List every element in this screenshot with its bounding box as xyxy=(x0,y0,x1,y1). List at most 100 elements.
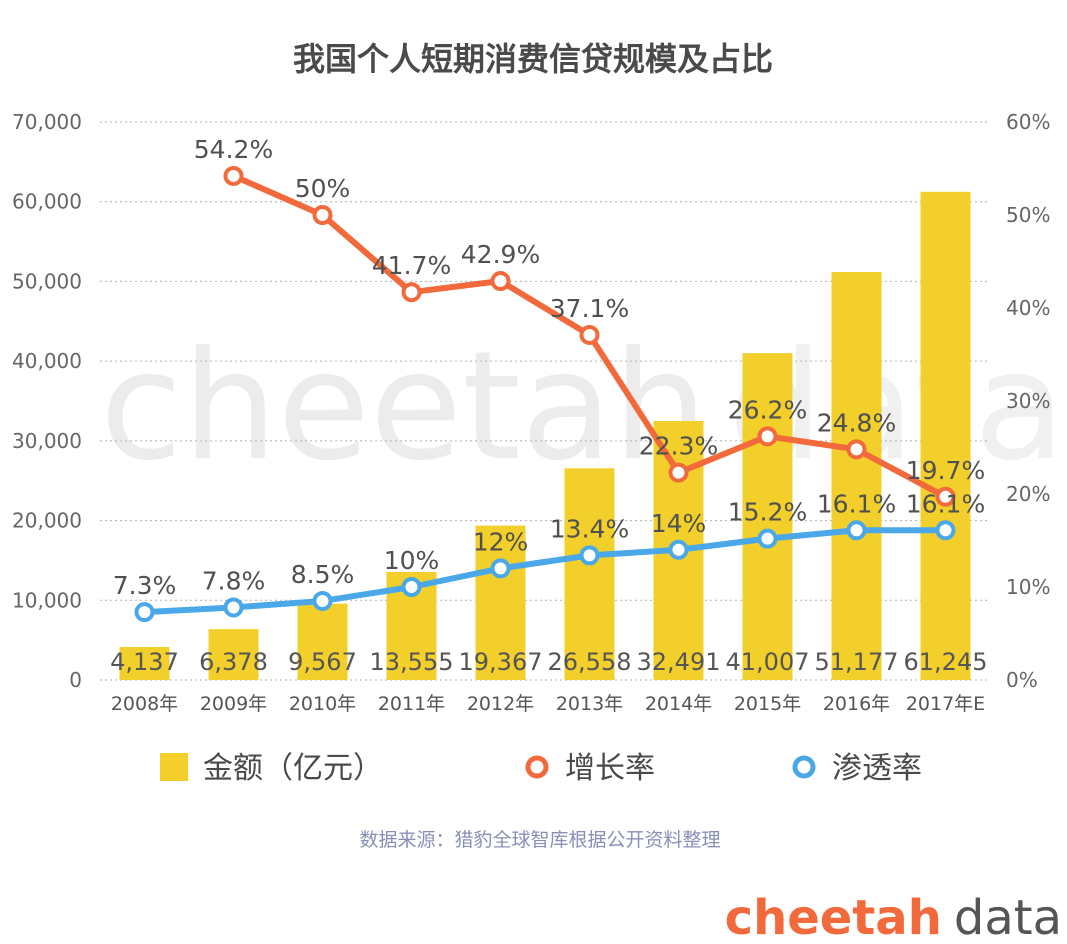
bar-value-label: 4,137 xyxy=(110,648,179,676)
data-label: 12% xyxy=(473,527,529,556)
bar-value-labels: 4,137 6,378 9,567 13,555 19,367 26,558 32,491 4… xyxy=(110,648,987,676)
y-left-tick-label: 50,000 xyxy=(12,269,82,293)
source-note: 数据来源：猎豹全球智库根据公开资料整理 xyxy=(359,829,720,851)
data-point xyxy=(579,324,600,345)
data-point xyxy=(312,590,333,611)
y-right-tick-label: 0% xyxy=(1006,668,1038,692)
data-label: 13.4% xyxy=(550,514,629,543)
data-point xyxy=(579,545,600,566)
data-label: 41.7% xyxy=(372,251,451,280)
legend: 金额（亿元） 增长率 渗透率 xyxy=(160,751,922,786)
bar xyxy=(119,647,170,680)
legend-item-growth: 增长率 xyxy=(525,751,655,786)
y-left-tick-label: 10,000 xyxy=(12,588,82,612)
data-label: 37.1% xyxy=(550,294,629,323)
data-point xyxy=(935,520,956,541)
x-axis: 2008年 2009年 2010年 2011年 2012年 2013年 2014年 2015年… xyxy=(111,693,985,715)
legend-label-amount: 金额（亿元） xyxy=(203,751,383,786)
brand-logo: cheetah data xyxy=(725,890,1062,944)
y-right-tick-label: 10% xyxy=(1006,575,1050,599)
x-tick-label: 2009年 xyxy=(200,693,267,715)
data-label: 15.2% xyxy=(728,498,807,527)
data-point xyxy=(935,486,956,507)
y-left-tick-label: 20,000 xyxy=(12,509,82,533)
data-label: 7.3% xyxy=(113,571,177,600)
data-point xyxy=(846,439,867,460)
data-point xyxy=(490,271,511,292)
bar xyxy=(742,353,793,680)
legend-growth-marker xyxy=(525,755,549,779)
data-point xyxy=(223,597,244,618)
x-tick-label: 2010年 xyxy=(289,693,356,715)
y-left-tick-label: 70,000 xyxy=(12,110,82,134)
y-axis-right: 0% 10% 20% 30% 40% 50% 60% xyxy=(1006,110,1050,692)
brand-logo-part2: data xyxy=(954,890,1062,944)
bar xyxy=(208,629,259,680)
bar-value-label: 6,378 xyxy=(199,648,268,676)
data-label: 16.1% xyxy=(906,489,985,518)
data-label: 26.2% xyxy=(728,395,807,424)
bar-value-label: 13,555 xyxy=(370,648,454,676)
y-axis-left: 0 10,000 20,000 30,000 40,000 50,000 60,000 70,… xyxy=(12,110,82,692)
watermark-part1: cheetah xyxy=(100,320,708,494)
data-point xyxy=(401,577,422,597)
data-point xyxy=(401,282,422,303)
bar-value-label: 51,177 xyxy=(815,648,899,676)
data-point xyxy=(490,558,511,579)
bar xyxy=(564,468,615,680)
x-tick-label: 2015年 xyxy=(734,693,801,715)
bar-value-label: 9,567 xyxy=(288,648,357,676)
data-label: 16.1% xyxy=(817,489,896,518)
data-point xyxy=(757,528,778,549)
legend-bar-swatch xyxy=(160,753,188,781)
y-left-tick-label: 0 xyxy=(69,668,82,692)
y-right-tick-label: 50% xyxy=(1006,203,1050,227)
y-right-tick-label: 40% xyxy=(1006,296,1050,320)
data-point xyxy=(846,520,867,541)
brand-logo-part1: cheetah xyxy=(725,890,942,944)
legend-item-amount: 金额（亿元） xyxy=(160,751,383,786)
data-label: 42.9% xyxy=(461,240,540,269)
legend-label-growth: 增长率 xyxy=(565,751,655,786)
data-label: 7.8% xyxy=(202,566,266,595)
legend-penetration-marker xyxy=(792,755,816,779)
data-point xyxy=(134,602,155,623)
y-left-tick-label: 30,000 xyxy=(12,429,82,453)
y-right-tick-label: 20% xyxy=(1006,482,1050,506)
bar xyxy=(831,272,882,680)
line-series: 54.2% 50% 41.7% 42.9% 37.1% 22.3% 26.2% 24.8% 19… xyxy=(113,135,985,623)
bar-value-label: 32,491 xyxy=(637,648,721,676)
watermark: cheetah data xyxy=(100,320,1066,494)
bar xyxy=(475,525,526,680)
x-tick-label: 2014年 xyxy=(645,693,712,715)
data-point xyxy=(312,205,333,225)
bar xyxy=(920,191,971,680)
series-line xyxy=(144,527,946,616)
y-right-tick-label: 60% xyxy=(1006,110,1050,134)
legend-item-penetration: 渗透率 xyxy=(792,751,922,786)
data-point xyxy=(668,539,689,560)
bar-value-label: 19,367 xyxy=(459,648,543,676)
data-label: 50% xyxy=(295,174,351,203)
bar-value-label: 41,007 xyxy=(726,648,810,676)
data-label: 54.2% xyxy=(194,135,273,164)
data-label: 22.3% xyxy=(639,432,718,461)
bar-value-label: 26,558 xyxy=(548,648,632,676)
data-label: 10% xyxy=(384,546,440,575)
x-tick-label: 2013年 xyxy=(556,693,623,715)
data-point xyxy=(223,165,244,186)
x-tick-label: 2012年 xyxy=(467,693,534,715)
data-point xyxy=(668,462,689,483)
x-tick-label: 2011年 xyxy=(378,693,445,715)
y-right-tick-label: 30% xyxy=(1006,389,1050,413)
legend-label-penetration: 渗透率 xyxy=(832,751,922,786)
x-tick-label: 2016年 xyxy=(823,693,890,715)
x-tick-label: 2008年 xyxy=(111,693,178,715)
data-label: 24.8% xyxy=(817,408,896,437)
data-point xyxy=(757,426,778,447)
bar-value-label: 61,245 xyxy=(904,648,988,676)
bar xyxy=(297,603,348,680)
chart-title: 我国个人短期消费信贷规模及占比 xyxy=(293,40,773,78)
y-left-tick-label: 60,000 xyxy=(12,190,82,214)
